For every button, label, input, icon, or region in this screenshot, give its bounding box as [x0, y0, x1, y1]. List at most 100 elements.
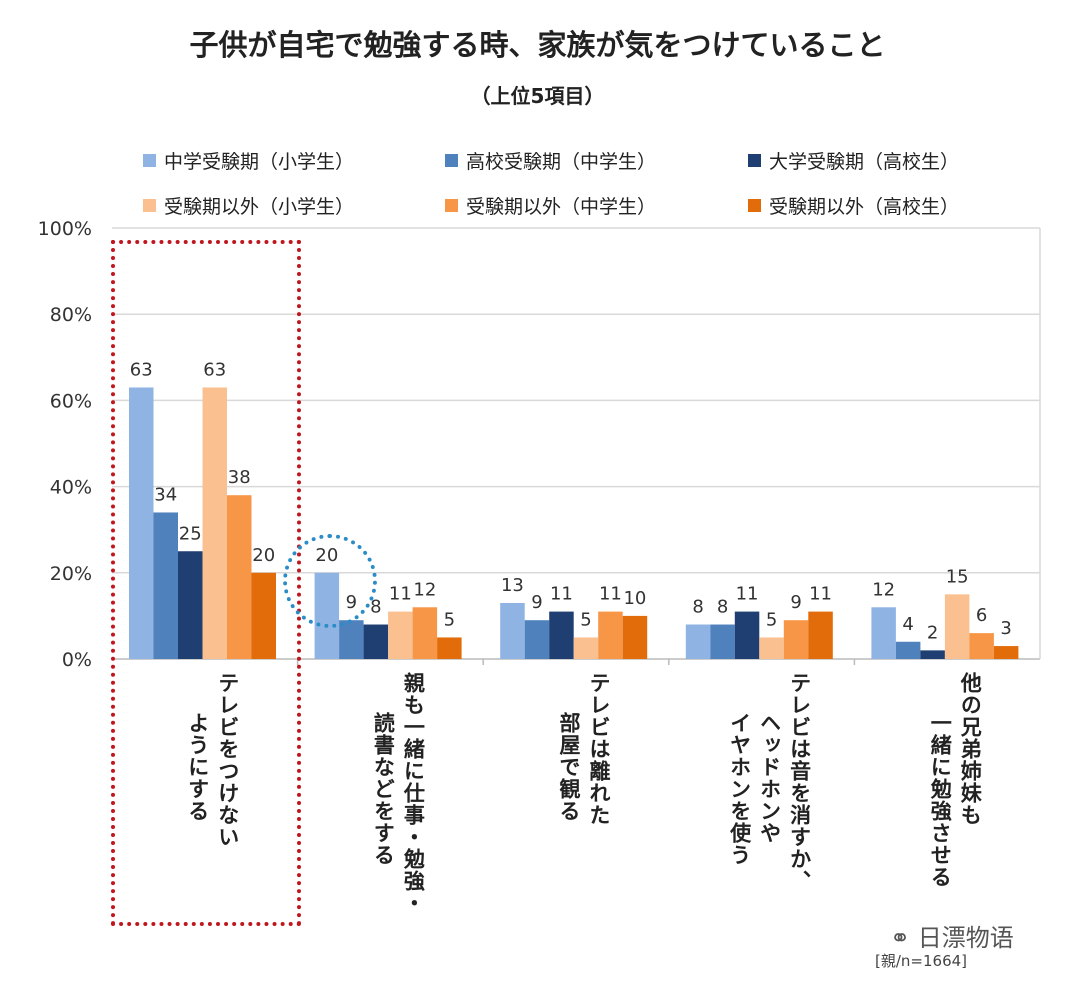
- y-tick-label: 20%: [50, 563, 92, 585]
- data-label: 38: [228, 467, 251, 488]
- bar: [783, 620, 809, 659]
- x-category-label: テレビをつけない ようにする: [183, 672, 243, 848]
- x-category-label: 親も一緒に仕事・勉強・ 読書などをする: [368, 672, 428, 914]
- data-label: 9: [531, 592, 542, 613]
- bar: [178, 551, 203, 659]
- bar: [202, 387, 227, 659]
- category-label-line: ようにする: [185, 712, 210, 822]
- data-label: 10: [623, 588, 646, 609]
- legend-item: 受験期以外（高校生）: [748, 192, 959, 219]
- data-label: 9: [790, 592, 801, 613]
- data-label: 4: [902, 614, 913, 635]
- x-category-label: テレビは音を消すか、 ヘッドホンや イヤホンを使う: [725, 672, 815, 892]
- legend-item: 高校受験期（中学生）: [445, 147, 656, 174]
- data-label: 2: [927, 622, 938, 643]
- data-label: 11: [809, 584, 832, 605]
- legend-item: 大学受験期（高校生）: [748, 147, 959, 174]
- legend-label: 受験期以外（高校生）: [769, 196, 960, 218]
- legend-label: 高校受験期（中学生）: [466, 151, 657, 173]
- data-label: 20: [252, 545, 275, 566]
- y-tick-label: 0%: [62, 649, 92, 671]
- data-label: 8: [717, 597, 728, 618]
- data-label: 8: [370, 597, 381, 618]
- legend-swatch: [445, 154, 458, 167]
- bar: [363, 624, 389, 659]
- bar: [339, 620, 364, 659]
- data-label: 11: [599, 584, 622, 605]
- highlight-box: [111, 240, 301, 926]
- bar: [920, 650, 945, 659]
- category-label-line: テレビは離れた: [587, 672, 611, 826]
- data-label: 6: [976, 605, 987, 626]
- legend-label: 受験期以外（小学生）: [164, 196, 355, 218]
- legend-label: 大学受験期（高校生）: [769, 151, 960, 173]
- category-label-line: 一緒に勉強させる: [928, 712, 953, 888]
- bar: [871, 607, 896, 659]
- data-label: 5: [444, 609, 455, 630]
- bar: [622, 615, 648, 659]
- legend-label: 受験期以外（中学生）: [466, 196, 657, 218]
- data-label: 15: [946, 566, 969, 587]
- data-label: 11: [389, 584, 412, 605]
- legend-label: 中学受験期（小学生）: [164, 151, 355, 173]
- data-label: 12: [413, 579, 436, 600]
- bar: [598, 611, 623, 659]
- y-tick-label: 100%: [38, 218, 92, 240]
- legend-swatch: [748, 154, 761, 167]
- bar: [251, 572, 276, 659]
- bar: [412, 607, 438, 659]
- bar: [759, 637, 784, 659]
- legend-item: 受験期以外（小学生）: [143, 192, 354, 219]
- x-category-label: テレビは離れた 部屋で観る: [554, 672, 614, 826]
- watermark: ⚭ 日漂物语: [890, 918, 1014, 953]
- bar: [129, 387, 154, 659]
- y-tick-label: 80%: [50, 304, 92, 326]
- data-label: 12: [872, 579, 895, 600]
- data-label: 25: [179, 523, 202, 544]
- category-label-line: テレビは音を消すか、: [787, 672, 812, 892]
- category-label-line: 親も一緒に仕事・勉強・: [401, 672, 426, 914]
- y-tick-label: 40%: [50, 477, 92, 499]
- bar: [969, 633, 994, 659]
- category-label-line: 読書などをする: [371, 712, 396, 866]
- legend-swatch: [143, 154, 156, 167]
- wechat-icon: ⚭: [890, 924, 911, 952]
- chart-title: 子供が自宅で勉強する時、家族が気をつけていること: [189, 28, 886, 62]
- chart-subtitle: （上位5項目）: [470, 84, 605, 108]
- bar: [993, 646, 1019, 659]
- legend-swatch: [143, 199, 156, 212]
- data-label: 3: [1000, 618, 1011, 639]
- bar: [524, 620, 550, 659]
- bar: [549, 611, 574, 659]
- bar: [808, 611, 833, 659]
- bar: [500, 602, 525, 659]
- category-label-line: ヘッドホンや: [757, 712, 782, 844]
- legend-item: 受験期以外（中学生）: [445, 192, 656, 219]
- sample-note: [親/n=1664]: [875, 952, 968, 970]
- legend-swatch: [445, 199, 458, 212]
- data-label: 11: [550, 584, 573, 605]
- watermark-text: 日漂物语: [917, 924, 1014, 952]
- bar: [388, 611, 413, 659]
- bar: [227, 495, 252, 659]
- data-label: 5: [766, 609, 777, 630]
- data-label: 11: [736, 584, 759, 605]
- data-label: 13: [501, 575, 524, 596]
- bar: [895, 641, 921, 659]
- data-label: 34: [154, 484, 177, 505]
- legend-item: 中学受験期（小学生）: [143, 147, 354, 174]
- data-label: 63: [130, 359, 153, 380]
- highlight-circle: [283, 534, 377, 628]
- bar: [437, 637, 462, 659]
- category-label-line: イヤホンを使う: [727, 712, 752, 866]
- bar: [153, 512, 178, 659]
- bar: [734, 611, 760, 659]
- legend-swatch: [748, 199, 761, 212]
- x-category-label: 他の兄弟姉妹も 一緒に勉強させる: [925, 672, 985, 888]
- data-label: 8: [692, 597, 703, 618]
- bar: [944, 594, 970, 659]
- data-label: 63: [203, 359, 226, 380]
- data-label: 5: [580, 609, 591, 630]
- bar: [685, 624, 711, 659]
- category-label-line: 他の兄弟姉妹も: [958, 672, 983, 826]
